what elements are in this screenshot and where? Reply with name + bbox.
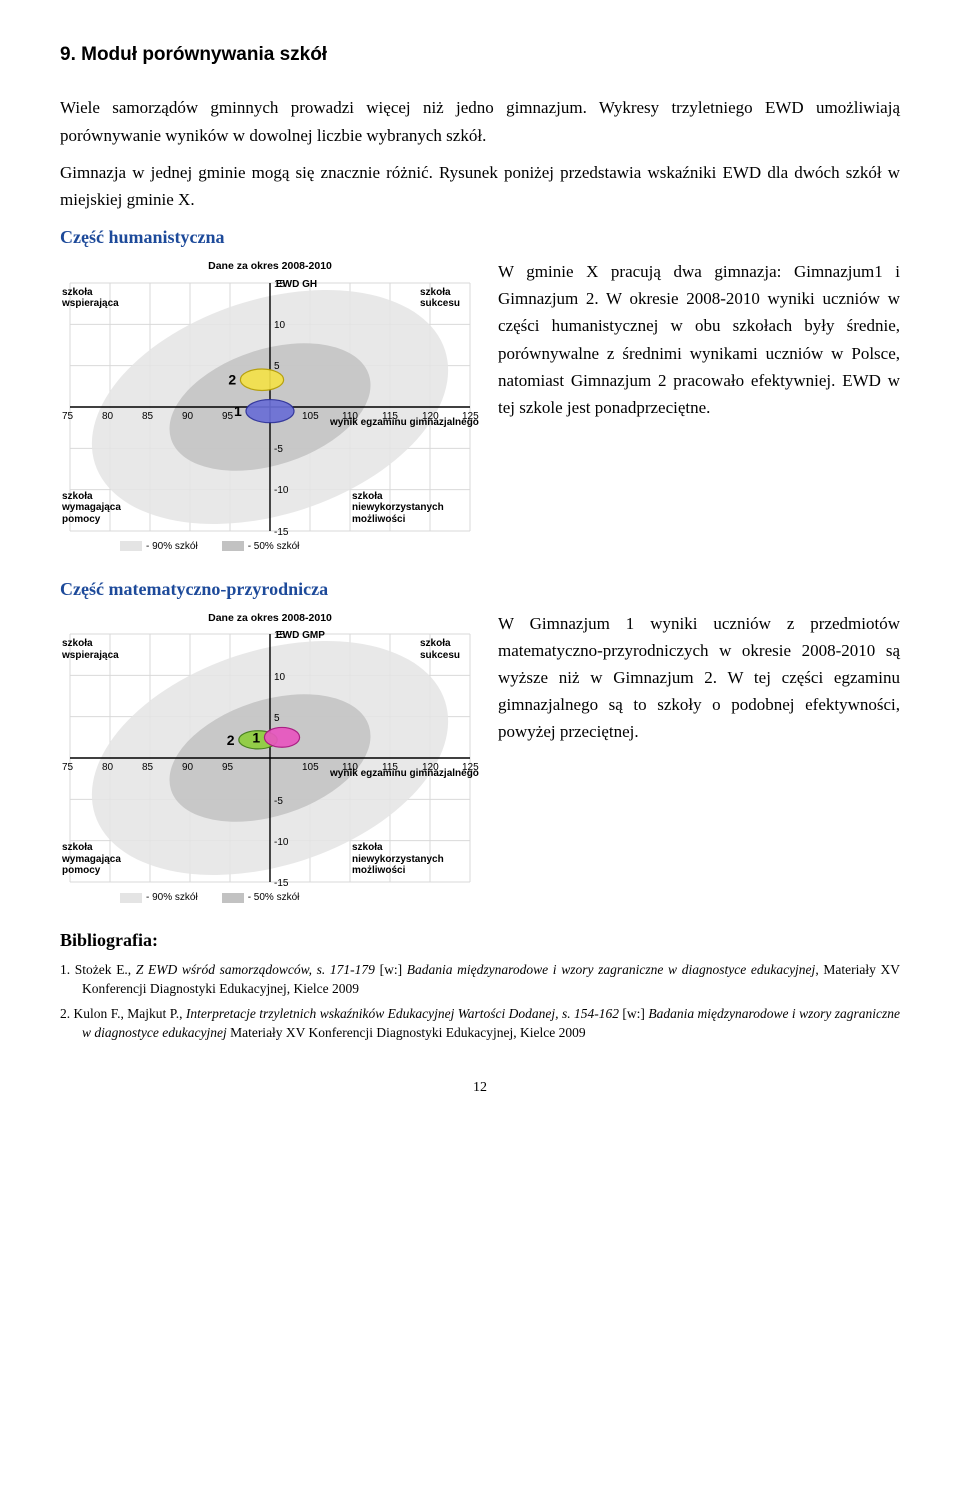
chart-period-title-2: Dane za okres 2008-2010 (60, 610, 480, 627)
y-tick: 10 (274, 670, 285, 686)
svg-text:1: 1 (234, 403, 242, 419)
svg-text:2: 2 (228, 371, 236, 387)
chart-humanistic-row: Dane za okres 2008-2010 2 1 szkoławspieraj… (60, 258, 900, 555)
x-tick: 75 (62, 760, 73, 776)
x-tick: 125 (462, 760, 479, 776)
chart-math-row: Dane za okres 2008-2010 2 1 szkoławspieraj… (60, 610, 900, 907)
y-tick: -10 (274, 483, 288, 499)
x-tick: 110 (342, 760, 358, 776)
x-tick: 120 (422, 409, 439, 425)
x-tick: 75 (62, 409, 73, 425)
y-tick: 15 (274, 628, 285, 644)
intro-paragraph-2: Gimnazja w jednej gminie mogą się znaczn… (60, 159, 900, 213)
section-heading: 9. Moduł porównywania szkół (60, 40, 900, 70)
chart-legend: - 90% szkół - 50% szkół (120, 539, 480, 555)
chart-label: szkoławymagającapomocy (62, 491, 121, 526)
x-tick: 80 (102, 760, 113, 776)
x-tick: 95 (222, 760, 233, 776)
chart-label: szkołaniewykorzystanychmożliwości (352, 491, 444, 526)
y-tick: 10 (274, 318, 285, 334)
x-tick: 115 (382, 409, 398, 425)
chart-period-title: Dane za okres 2008-2010 (60, 258, 480, 275)
chart-label: szkołasukcesu (420, 287, 460, 310)
svg-text:1: 1 (252, 730, 260, 746)
x-tick: 90 (182, 409, 193, 425)
y-tick: 5 (274, 711, 280, 727)
x-tick: 95 (222, 409, 233, 425)
y-tick: 15 (274, 277, 285, 293)
legend-50-b: - 50% szkół (222, 890, 300, 906)
x-tick: 105 (302, 409, 319, 425)
y-tick: 5 (274, 359, 280, 375)
chart-math: Dane za okres 2008-2010 2 1 szkoławspieraj… (60, 610, 480, 907)
chart-label: szkoławymagającapomocy (62, 842, 121, 877)
x-tick: 110 (342, 409, 358, 425)
page-number: 12 (60, 1077, 900, 1099)
y-tick: -5 (274, 794, 283, 810)
x-tick: 80 (102, 409, 113, 425)
x-tick: 115 (382, 760, 398, 776)
chart-legend-2: - 90% szkół - 50% szkół (120, 890, 480, 906)
y-tick: -10 (274, 835, 288, 851)
chart-humanistic-caption: W gminie X pracują dwa gimnazja: Gimnazj… (498, 258, 900, 421)
x-tick: 125 (462, 409, 479, 425)
x-tick: 85 (142, 409, 153, 425)
chart-label: szkoławspierająca (62, 287, 119, 310)
svg-text:2: 2 (227, 732, 235, 748)
legend-50: - 50% szkół (222, 539, 300, 555)
x-tick: 85 (142, 760, 153, 776)
y-tick: -15 (274, 876, 288, 892)
chart-label: szkołaniewykorzystanychmożliwości (352, 842, 444, 877)
chart-label: szkołasukcesu (420, 638, 460, 661)
subsection-humanistic: Część humanistyczna (60, 223, 900, 252)
y-tick: -15 (274, 525, 288, 541)
bibliography-entry-2: 2. Kulon F., Majkut P., Interpretacje tr… (82, 1005, 900, 1043)
x-tick: 90 (182, 760, 193, 776)
intro-paragraph-1: Wiele samorządów gminnych prowadzi więce… (60, 94, 900, 148)
y-tick: -5 (274, 442, 283, 458)
bibliography-entry-1: 1. Stożek E., Z EWD wśród samorządowców,… (82, 961, 900, 999)
x-tick: 120 (422, 760, 439, 776)
x-tick: 105 (302, 760, 319, 776)
legend-90-b: - 90% szkół (120, 890, 198, 906)
chart-math-caption: W Gimnazjum 1 wyniki uczniów z przedmiot… (498, 610, 900, 746)
chart-humanistic: Dane za okres 2008-2010 2 1 szkoławspieraj… (60, 258, 480, 555)
legend-90: - 90% szkół (120, 539, 198, 555)
bibliography-heading: Bibliografia: (60, 926, 900, 955)
chart-label: szkoławspierająca (62, 638, 119, 661)
subsection-math: Część matematyczno-przyrodnicza (60, 575, 900, 604)
